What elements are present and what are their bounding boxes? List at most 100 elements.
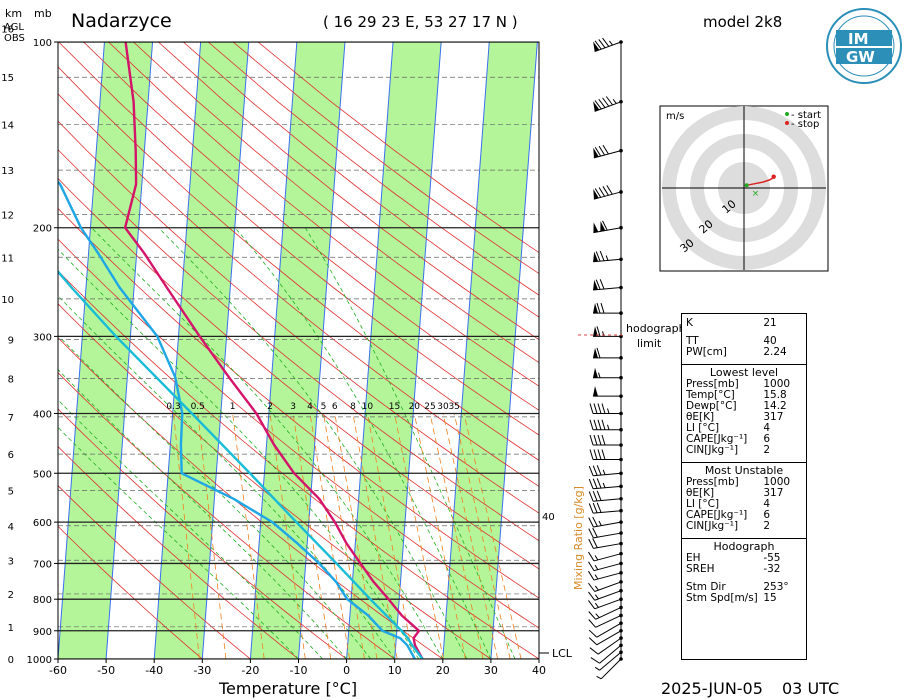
temperature-line xyxy=(123,42,424,659)
wind-barb xyxy=(588,613,623,628)
wind-barb xyxy=(593,279,623,291)
mixing-ratio-axis-title: Mixing Ratio [g/kg] xyxy=(572,486,585,590)
wind-barb xyxy=(588,490,623,502)
hodograph: × xyxy=(662,106,826,270)
index-name: θE[K] xyxy=(686,487,715,499)
legend-start-label: - start xyxy=(791,110,821,121)
mixing-ratio-label: 4 xyxy=(307,402,313,412)
wind-barb xyxy=(588,527,623,539)
mixing-ratio-line xyxy=(463,413,522,659)
wind-barb xyxy=(588,597,623,610)
wind-barb xyxy=(593,37,623,53)
pressure-tick-label: 400 xyxy=(33,409,52,420)
index-value: 15 xyxy=(763,592,777,604)
valid-date: 2025-JUN-05 xyxy=(661,679,763,698)
pressure-tick-label: 900 xyxy=(33,627,52,638)
legend-stop-marker xyxy=(785,121,789,125)
lowest-level-rows: Press[mb] 1000 Temp[°C] 15.8 Dewp[°C] 14.2 θE[… xyxy=(682,379,806,456)
pressure-tick-label: 700 xyxy=(33,559,52,570)
index-name: EH xyxy=(686,552,701,564)
dry-adiabat xyxy=(58,446,299,659)
isotherm-band xyxy=(539,42,634,659)
index-name: CIN[Jkg⁻¹] xyxy=(686,444,739,456)
mixing-ratio-label: 15 xyxy=(389,402,400,412)
wind-barb xyxy=(588,538,623,549)
temperature-tick-label: -20 xyxy=(241,664,259,677)
axis-ticks: 1002003004005006007008009001000012345678… xyxy=(1,24,549,677)
temperature-tick-label: 10 xyxy=(388,664,402,677)
index-row: Press[mb] 1000 xyxy=(682,477,806,488)
index-row: CIN[Jkg⁻¹] 2 xyxy=(682,521,806,532)
mixing-ratio-line xyxy=(309,413,350,659)
temperature-tick-label: 40 xyxy=(532,664,546,677)
hodograph-rows: EH -55 SREH -32 Stm Dir 253° Stm Spd[m/s] 15 xyxy=(682,553,806,604)
dry-adiabat xyxy=(183,42,539,318)
index-value: 4 xyxy=(763,498,771,510)
wind-barb xyxy=(596,657,623,680)
most-unstable-rows: Press[mb] 1000 θE[K] 317 LI [°C] 4 CAPE[Jkg⁻¹]… xyxy=(682,477,806,532)
height-tick-label: 8 xyxy=(8,375,14,386)
station-title: Nadarzyce xyxy=(71,10,172,32)
index-row: Temp[°C] 15.8 xyxy=(682,390,806,401)
wind-barb xyxy=(593,250,623,263)
index-row: CIN[Jkg⁻¹] 2 xyxy=(682,445,806,456)
wind-barb xyxy=(594,650,623,671)
wind-barb xyxy=(589,403,623,416)
most-unstable-section: Most Unstable Press[mb] 1000 θE[K] 317 LI [°… xyxy=(682,462,806,532)
dry-adiabat xyxy=(58,408,347,659)
wind-barb xyxy=(589,434,623,447)
isotherm-line xyxy=(58,42,105,659)
temperature-tick-label: -40 xyxy=(145,664,163,677)
dry-adiabat xyxy=(58,238,539,629)
dry-adiabat-bands xyxy=(58,42,634,659)
dry-adiabat xyxy=(58,149,539,542)
height-tick-label: 13 xyxy=(1,166,14,177)
dry-adiabat xyxy=(58,372,395,659)
index-row: θE[K] 317 xyxy=(682,488,806,499)
height-tick-label: 16 xyxy=(1,24,14,35)
hodograph-limit-label-2: limit xyxy=(637,337,662,350)
index-name: PW[cm] xyxy=(686,346,727,358)
temperature-tick-label: -60 xyxy=(49,664,67,677)
mixing-ratio-label: 0.3 xyxy=(166,402,180,412)
wind-barb xyxy=(593,185,623,200)
indices-panel: K 21 TT 40 PW[cm] 2.24 Lowest level Press[mb]… xyxy=(681,313,807,660)
lowest-level-section: Lowest level Press[mb] 1000 Temp[°C] 15.8 De… xyxy=(682,364,806,456)
wind-barb xyxy=(593,220,623,234)
index-name: CAPE[Jkg⁻¹] xyxy=(686,509,748,521)
height-tick-label: 4 xyxy=(8,522,14,533)
wind-barb xyxy=(593,326,623,339)
temperature-tick-label: 30 xyxy=(484,664,498,677)
temperature-tick-label: 20 xyxy=(436,664,450,677)
wind-barb xyxy=(588,478,623,490)
mixing-ratio-label: 8 xyxy=(350,402,356,412)
index-name: SREH xyxy=(686,563,715,575)
station-coords: ( 16 29 23 E, 53 27 17 N ) xyxy=(323,13,518,31)
index-value: 317 xyxy=(763,411,784,423)
dry-adiabat xyxy=(58,93,539,487)
pressure-tick-label: 600 xyxy=(33,518,52,529)
mixing-ratio-label: 6 xyxy=(332,402,338,412)
wind-barb xyxy=(593,347,623,360)
index-row: CAPE[Jkg⁻¹] 6 xyxy=(682,434,806,445)
height-tick-label: 5 xyxy=(8,486,14,497)
mixing-ratio-label: 5 xyxy=(321,402,327,412)
index-value: 1000 xyxy=(763,476,791,488)
valid-time: 03 UTC xyxy=(782,679,839,698)
moist-adiabat xyxy=(234,227,492,659)
imgw-logo: IM GW xyxy=(826,8,902,84)
legend-stop-label: - stop xyxy=(791,119,819,130)
mixing-ratio-line xyxy=(442,413,499,659)
dry-adiabat xyxy=(58,525,203,659)
index-value: 1000 xyxy=(763,378,791,390)
height-tick-label: 12 xyxy=(1,210,14,221)
height-tick-label: 10 xyxy=(1,295,14,306)
index-value: 6 xyxy=(763,509,771,521)
index-value: 4 xyxy=(763,422,771,434)
index-value: 253° xyxy=(763,581,789,593)
index-value: 14.2 xyxy=(763,400,787,412)
hodograph-units: m/s xyxy=(666,111,684,122)
pressure-tick-label: 500 xyxy=(33,469,52,480)
isotherm-band xyxy=(250,42,345,659)
index-row: PW[cm] 2.24 xyxy=(682,347,806,358)
